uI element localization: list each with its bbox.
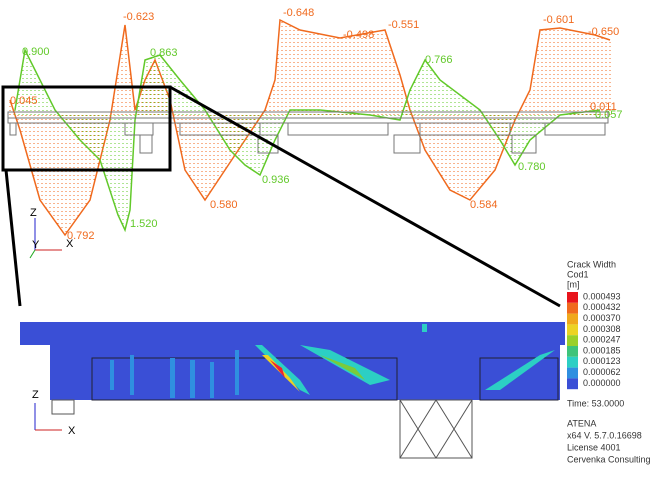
legend-title: Crack Width [567,259,616,269]
legend-swatch [567,346,578,357]
axis-triad-bottom: Z X [32,389,76,437]
green-label: 0.780 [518,161,546,173]
legend-value: 0.000185 [583,345,621,355]
axis-triad-top: Z Y X [29,207,74,259]
curves [9,18,611,237]
legend-swatch [567,335,578,346]
curve [14,47,601,233]
beam [7,111,609,154]
info-line: Time: 53.0000 [567,398,624,408]
orange-label: 0.792 [67,230,95,242]
green-label: 0.900 [22,46,50,58]
orange-label: 0.580 [210,199,238,211]
legend-value: 0.000308 [583,324,621,334]
axis-label: X [68,425,76,437]
legend-value: 0.000493 [583,291,621,301]
green-label: 0.863 [150,47,178,59]
info: Time: 53.0000 ATENA x64 V. 5.7.0.16698 Lice… [567,398,651,464]
orange-label: -0.650 [588,26,619,38]
legend-swatch [567,324,578,336]
legend-swatch [567,313,578,325]
legend-swatch [567,292,578,303]
orange-label: -0.601 [543,14,574,26]
legend-subtitle: Cod1 [567,269,589,279]
info-line: x64 V. 5.7.0.16698 [567,430,642,440]
info-line: License 4001 [567,442,621,452]
legend: Crack Width Cod1 [m] 0.0004930.0004320.0… [567,259,621,390]
legend-swatch [567,378,578,390]
legend-value: 0.000000 [583,378,621,388]
info-line: Cervenka Consulting [567,454,651,464]
crack-view [20,322,565,459]
green-label: 0.766 [425,54,453,66]
legend-value: 0.000123 [583,356,621,366]
axis-label: Z [30,207,37,219]
legend-value: 0.000370 [583,313,621,323]
orange-label: -0.648 [283,7,314,19]
orange-label: -0.498 [343,29,374,41]
axis-label: X [66,238,74,250]
green-label: 0.057 [595,109,623,121]
legend-swatch [567,356,578,368]
legend-swatch [567,367,578,379]
axis-label: Y [32,239,40,251]
legend-unit: [m] [567,279,580,289]
legend-swatch [567,302,578,314]
orange-label: 0.045 [10,95,38,107]
green-label: 1.520 [130,218,158,230]
zoom-box [1,85,172,172]
orange-label: -0.551 [388,19,419,31]
legend-value: 0.000247 [583,335,621,345]
curve [9,18,611,237]
orange-label: -0.623 [123,11,154,23]
zoom-line [169,85,561,308]
legend-value: 0.000062 [583,367,621,377]
legend-value: 0.000432 [583,302,621,312]
orange-label: 0.584 [470,199,498,211]
zoom-line [4,169,22,307]
info-line: ATENA [567,418,596,428]
axis-label: Z [32,389,39,401]
orange-label: 0.011 [590,101,617,113]
green-label: 0.936 [262,174,290,186]
